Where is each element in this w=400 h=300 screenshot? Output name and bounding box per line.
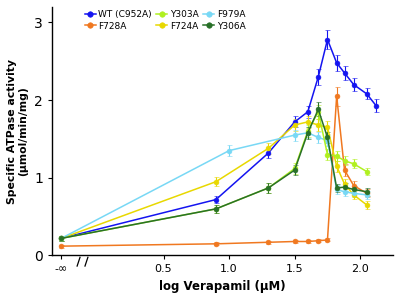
Y-axis label: Specific ATPase activity
(μmol/min/mg): Specific ATPase activity (μmol/min/mg) [7, 59, 28, 204]
Legend: WT (C952A), F728A, Y303A, F724A, F979A, Y306A: WT (C952A), F728A, Y303A, F724A, F979A, … [84, 9, 246, 32]
X-axis label: log Verapamil (μM): log Verapamil (μM) [159, 280, 286, 293]
